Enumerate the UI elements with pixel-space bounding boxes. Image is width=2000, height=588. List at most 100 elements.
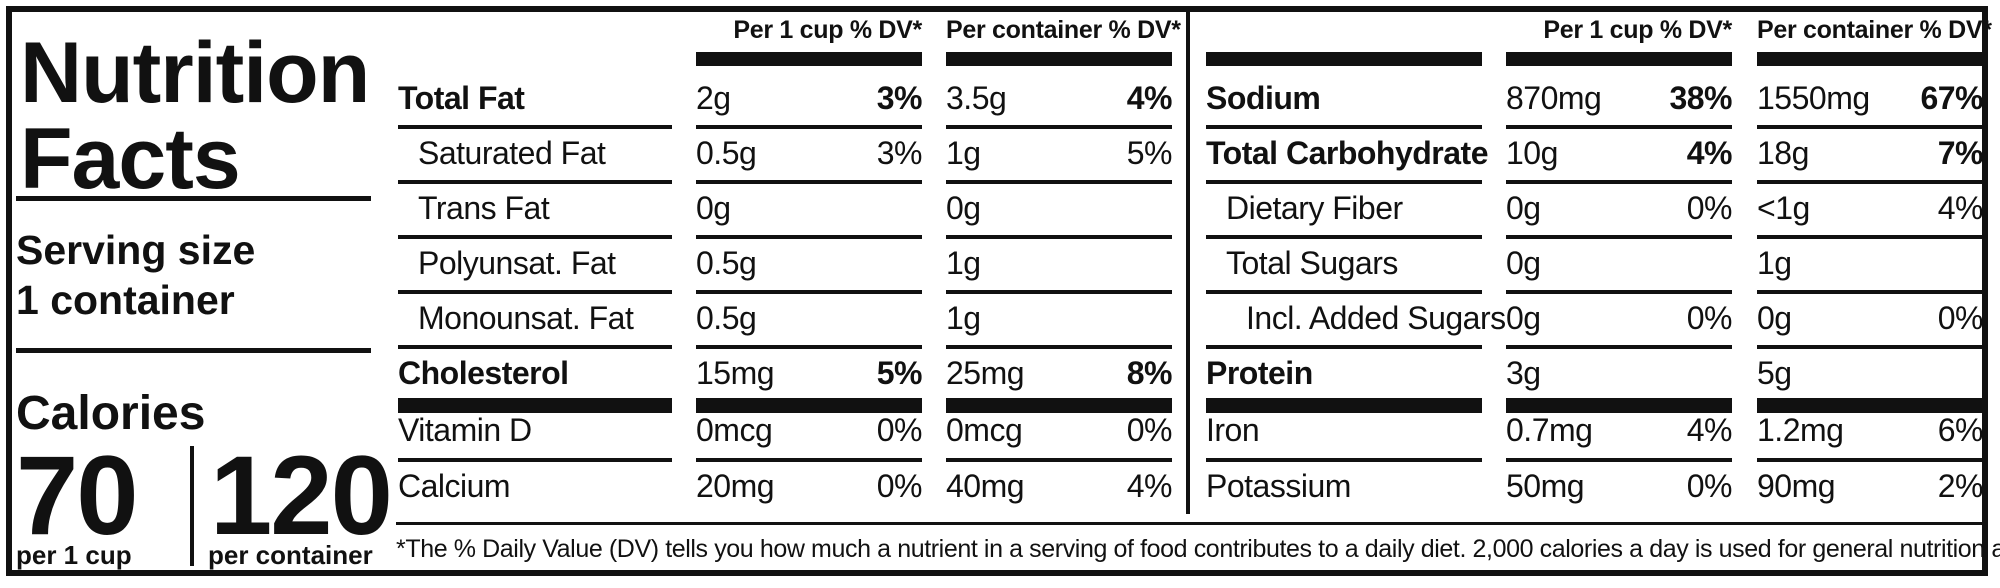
nutrient-name: Incl. Added Sugars (1246, 300, 1506, 336)
amount-per-cup: 0g (696, 190, 731, 226)
amount-per-container: 1g (1757, 245, 1792, 281)
row-divider (1206, 458, 1482, 462)
row-divider (946, 290, 1172, 294)
amount-per-container: 25mg (946, 355, 1025, 391)
nutrient-name: Potassium (1206, 468, 1351, 504)
amount-per-container: 5g (1757, 355, 1792, 391)
row-divider (398, 235, 672, 239)
amount-per-container: 1550mg (1757, 80, 1870, 116)
calories-per-container-label: per container (208, 540, 373, 570)
amount-per-cup: 10g (1506, 135, 1558, 171)
row-divider (398, 458, 672, 462)
row-divider (1757, 180, 1983, 184)
row-divider (1757, 458, 1983, 462)
amount-per-container: <1g (1757, 190, 1810, 226)
dv-per-container: 0% (1937, 300, 1984, 336)
nutrient-name: Total Fat (398, 80, 525, 116)
dv-per-container: 7% (1937, 135, 1984, 171)
amount-per-container: 0g (1757, 300, 1792, 336)
nutrient-name: Cholesterol (398, 355, 569, 391)
header-per-cup: Per 1 cup % DV* (733, 16, 922, 44)
row-divider (398, 125, 672, 129)
amount-per-cup: 0g (1506, 300, 1541, 336)
label-frame (6, 6, 1988, 576)
header-per-container: Per container % DV* (1757, 16, 1992, 44)
row-divider (1506, 180, 1732, 184)
amount-per-cup: 0.5g (696, 135, 757, 171)
header-bar (946, 52, 1172, 66)
title: Nutrition Facts (20, 25, 370, 207)
amount-per-cup: 3g (1506, 355, 1541, 391)
amount-per-cup: 50mg (1506, 468, 1585, 504)
footnote: *The % Daily Value (DV) tells you how mu… (396, 535, 2000, 563)
row-divider (946, 180, 1172, 184)
row-divider (398, 345, 672, 349)
row-divider (1757, 345, 1983, 349)
row-divider (696, 398, 922, 413)
row-divider (696, 290, 922, 294)
nutrient-name: Polyunsat. Fat (418, 245, 616, 281)
header-bar (1757, 52, 1983, 66)
calories-label: Calories (16, 387, 206, 440)
row-divider (1206, 398, 1482, 413)
row-divider (946, 398, 1172, 413)
dv-per-container: 4% (1937, 190, 1984, 226)
amount-per-container: 90mg (1757, 468, 1836, 504)
row-divider (398, 290, 672, 294)
dv-per-cup: 0% (876, 412, 923, 448)
calories-divider (190, 446, 194, 566)
serving-size-label: Serving size (16, 227, 256, 273)
row-divider (1206, 290, 1482, 294)
amount-per-cup: 2g (696, 80, 731, 116)
row-divider (1757, 290, 1983, 294)
nutrient-name: Total Carbohydrate (1206, 135, 1489, 171)
dv-per-cup: 5% (876, 355, 923, 391)
amount-per-cup: 0mcg (696, 412, 773, 448)
amount-per-container: 1g (946, 245, 981, 281)
dv-per-container: 67% (1920, 80, 1983, 116)
amount-per-cup: 0.5g (696, 300, 757, 336)
dv-per-cup: 0% (876, 468, 923, 504)
dv-per-container: 4% (1126, 80, 1173, 116)
column-separator (1186, 12, 1190, 514)
nutrient-name: Vitamin D (398, 412, 532, 448)
nutrient-name: Iron (1206, 412, 1260, 448)
amount-per-container: 40mg (946, 468, 1025, 504)
row-divider (946, 458, 1172, 462)
dv-per-cup: 3% (876, 80, 923, 116)
amount-per-cup: 20mg (696, 468, 775, 504)
header-bar (1506, 52, 1732, 66)
amount-per-cup: 0g (1506, 245, 1541, 281)
amount-per-cup: 870mg (1506, 80, 1602, 116)
row-divider (696, 345, 922, 349)
nutrient-name: Total Sugars (1226, 245, 1398, 281)
dv-per-cup: 0% (1686, 190, 1733, 226)
row-divider (1206, 235, 1482, 239)
divider (16, 348, 371, 353)
serving-size-value: 1 container (16, 277, 235, 323)
footnote-divider (396, 522, 1986, 525)
dv-per-cup: 3% (876, 135, 923, 171)
row-divider (696, 458, 922, 462)
row-divider (1506, 125, 1732, 129)
dv-per-container: 6% (1937, 412, 1984, 448)
dv-per-container: 8% (1126, 355, 1173, 391)
dv-per-container: 4% (1126, 468, 1173, 504)
amount-per-cup: 0.5g (696, 245, 757, 281)
dv-per-cup: 38% (1669, 80, 1732, 116)
row-divider (1757, 125, 1983, 129)
amount-per-container: 1g (946, 300, 981, 336)
row-divider (1206, 125, 1482, 129)
row-divider (1506, 345, 1732, 349)
amount-per-container: 1g (946, 135, 981, 171)
amount-per-cup: 0.7mg (1506, 412, 1593, 448)
row-divider (1506, 290, 1732, 294)
nutrient-name: Calcium (398, 468, 511, 504)
row-divider (1506, 235, 1732, 239)
header-per-cup: Per 1 cup % DV* (1543, 16, 1732, 44)
row-divider (946, 235, 1172, 239)
row-divider (1206, 180, 1482, 184)
nutrient-name: Dietary Fiber (1226, 190, 1403, 226)
row-divider (946, 125, 1172, 129)
